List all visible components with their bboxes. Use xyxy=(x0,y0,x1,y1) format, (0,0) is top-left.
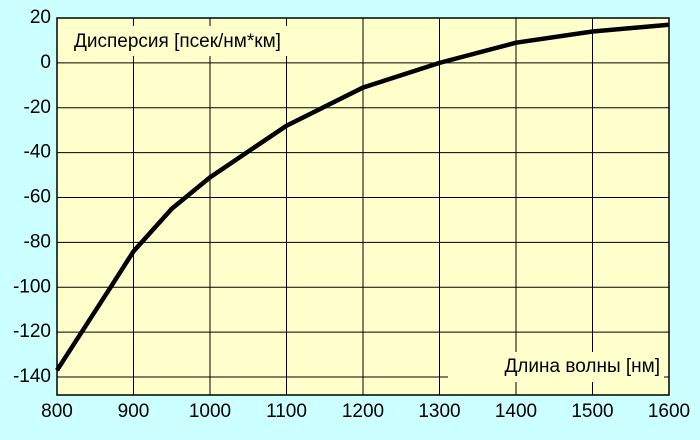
y-tick-label: -120 xyxy=(13,321,51,342)
label-bg xyxy=(448,352,664,382)
y-tick-label: -100 xyxy=(13,276,51,297)
x-tick-label: 900 xyxy=(118,401,150,422)
label-bg xyxy=(68,26,358,56)
x-tick-label: 800 xyxy=(41,401,73,422)
data-line xyxy=(55,22,670,372)
y-tick-label: -140 xyxy=(13,366,51,387)
x-tick-label: 1400 xyxy=(495,401,537,422)
y-tick-label: -60 xyxy=(24,187,51,208)
x-axis-label: Длина волны [нм] xyxy=(504,356,660,377)
x-tick-label: 1000 xyxy=(189,401,231,422)
y-tick-label: -20 xyxy=(24,97,51,118)
x-tick-label: 1200 xyxy=(342,401,384,422)
y-tick-label: 20 xyxy=(30,7,51,28)
y-tick-label: -80 xyxy=(24,231,51,252)
y-tick-label: 0 xyxy=(40,52,51,73)
y-tick-label: -40 xyxy=(24,142,51,163)
x-tick-label: 1300 xyxy=(418,401,460,422)
x-tick-label: 1600 xyxy=(648,401,690,422)
x-tick-label: 1500 xyxy=(571,401,613,422)
y-axis-label: Дисперсия [псек/нм*км] xyxy=(74,31,281,52)
x-tick-label: 1100 xyxy=(266,401,307,422)
